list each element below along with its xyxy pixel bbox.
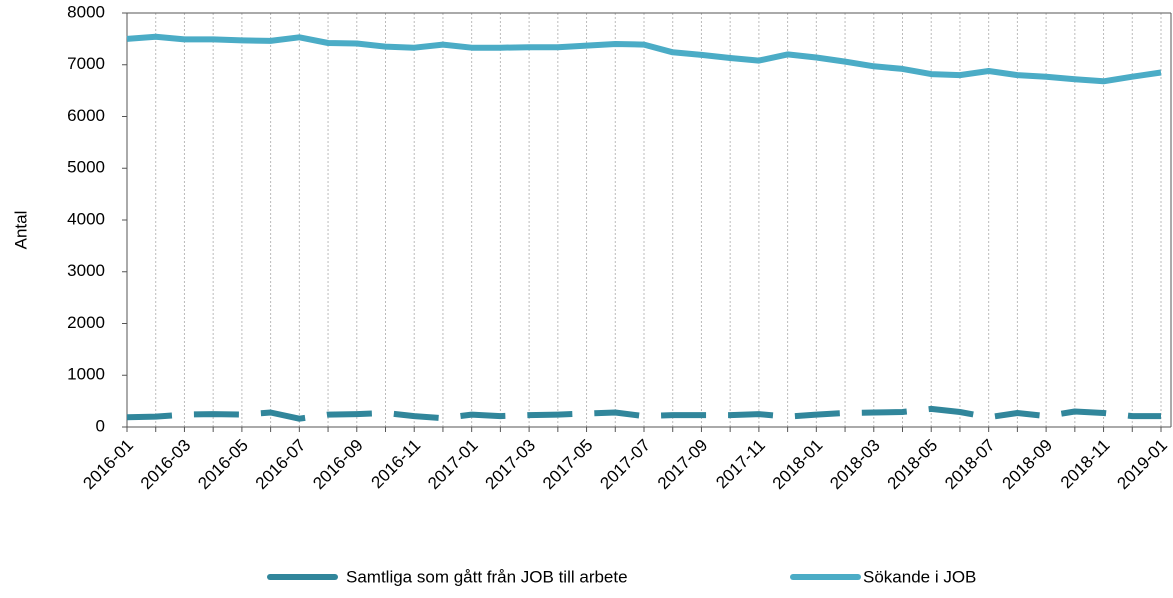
x-tick-label: 2018-03 (826, 436, 884, 494)
x-tick-label: 2016-11 (368, 436, 425, 493)
y-tick-label: 4000 (67, 209, 105, 228)
series-line (126, 405, 1161, 422)
x-tick-label: 2016-03 (137, 436, 195, 494)
x-tick-label: 2017-07 (596, 436, 654, 494)
x-tick-label: 2018-05 (884, 436, 942, 494)
x-tick-label: 2017-09 (654, 436, 712, 494)
y-axis-label: Antal (11, 211, 30, 250)
x-tick-label: 2018-09 (999, 436, 1057, 494)
x-tick-label: 2018-01 (769, 436, 827, 494)
y-tick-label: 8000 (67, 2, 105, 21)
x-tick-label: 2017-01 (424, 436, 482, 494)
x-tick-label: 2016-01 (79, 436, 137, 494)
x-tick-label: 2017-11 (712, 436, 769, 493)
x-tick-label: 2019-01 (1113, 436, 1171, 494)
y-tick-label: 6000 (67, 106, 105, 125)
x-tick-label: 2018-07 (941, 436, 999, 494)
x-tick-label: 2017-03 (482, 436, 540, 494)
legend-label: Sökande i JOB (863, 567, 976, 586)
series-line (126, 33, 1162, 85)
x-tick-label: 2018-11 (1057, 436, 1114, 493)
x-tick-label: 2016-05 (194, 436, 252, 494)
y-tick-label: 0 (96, 416, 105, 435)
y-tick-label: 7000 (67, 54, 105, 73)
y-tick-label: 1000 (67, 365, 105, 384)
legend-label: Samtliga som gått från JOB till arbete (346, 567, 628, 586)
y-tick-label: 2000 (67, 313, 105, 332)
x-tick-label: 2017-05 (539, 436, 597, 494)
y-tick-label: 5000 (67, 158, 105, 177)
x-tick-label: 2016-09 (309, 436, 367, 494)
y-tick-label: 3000 (67, 261, 105, 280)
x-tick-label: 2016-07 (252, 436, 310, 494)
